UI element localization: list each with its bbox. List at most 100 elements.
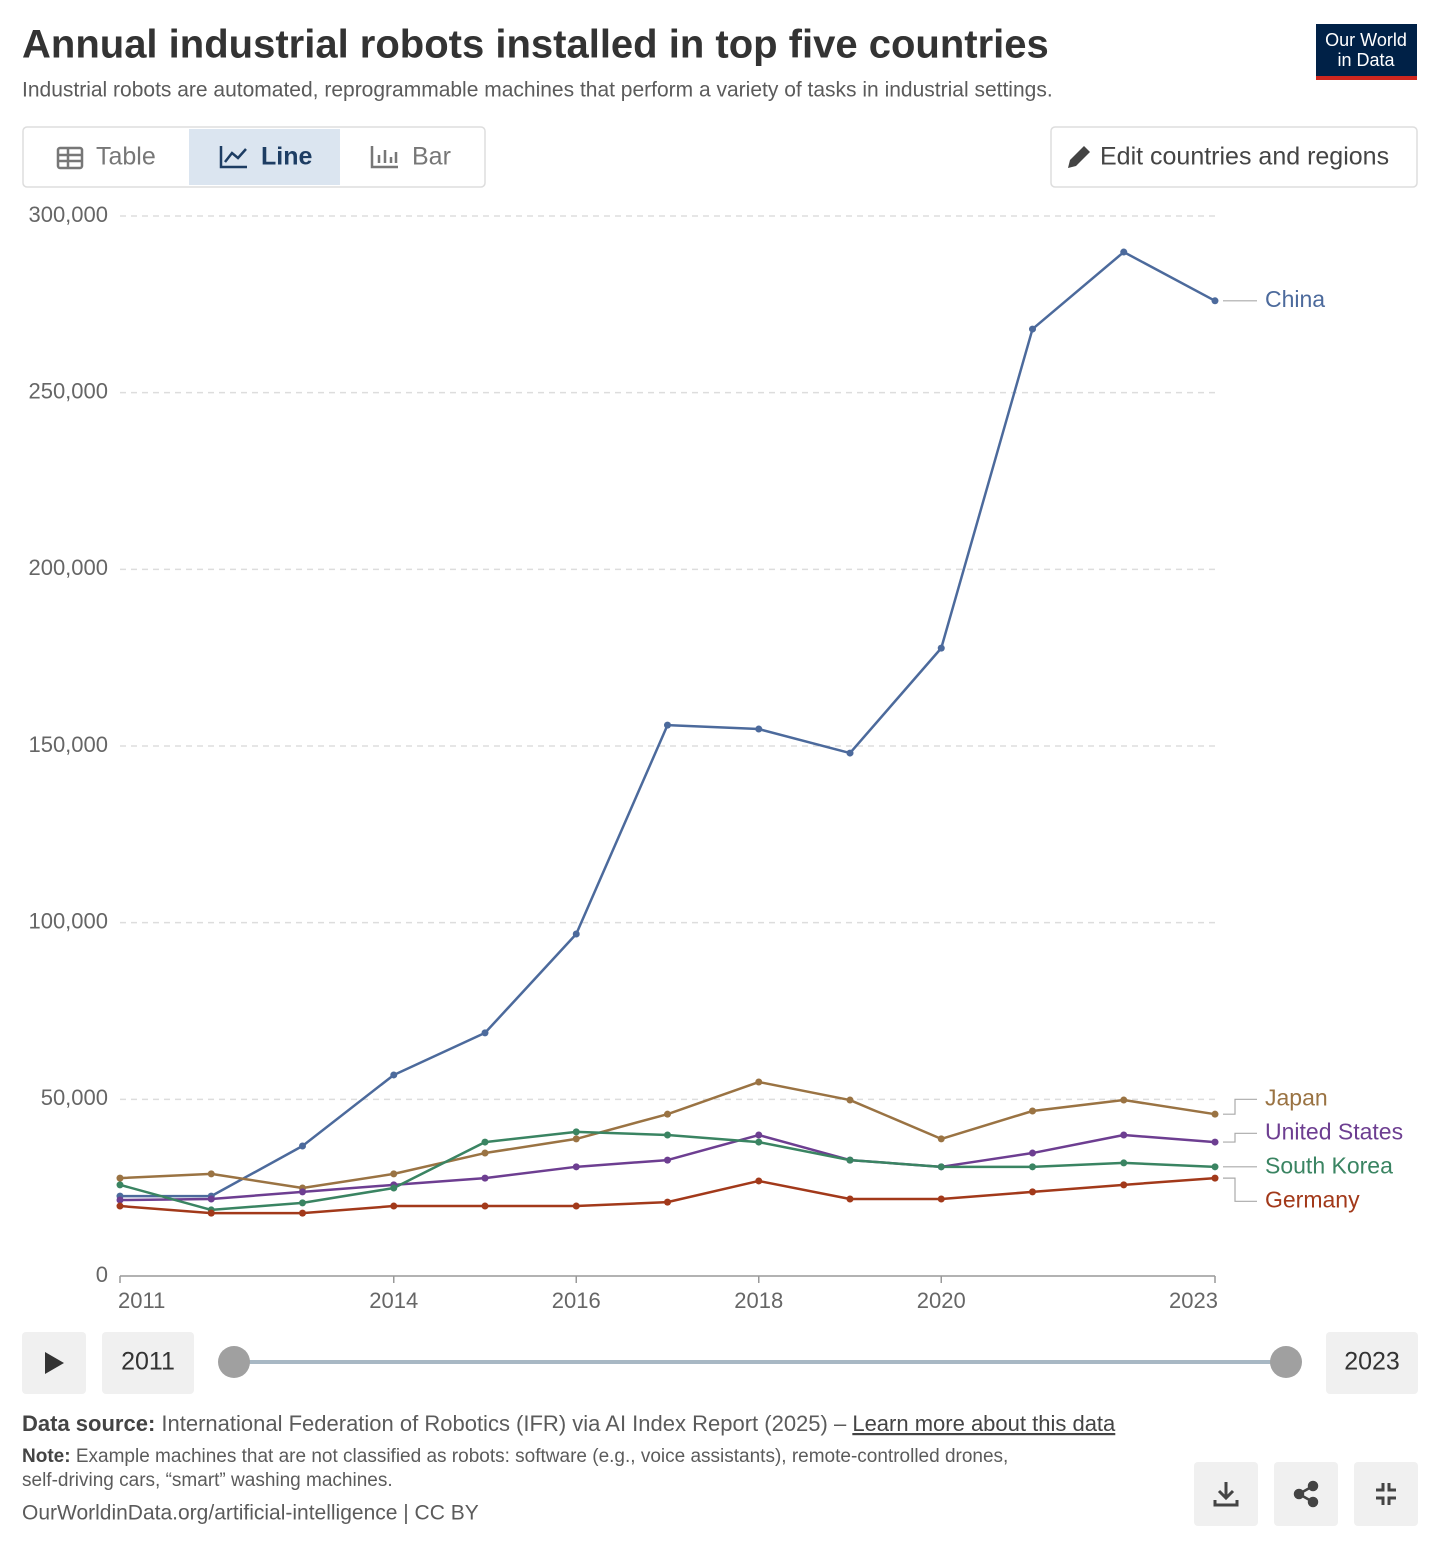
- line-icon: [219, 146, 247, 169]
- data-point: [207, 1209, 215, 1217]
- data-point: [755, 1138, 763, 1146]
- data-point: [299, 1142, 306, 1150]
- data-point: [937, 644, 945, 652]
- play-icon: [45, 1352, 64, 1374]
- note-line: Note: Example machines that are not clas…: [22, 1446, 1008, 1467]
- logo-text: in Data: [1337, 50, 1395, 70]
- end-year-box: [1326, 1332, 1418, 1394]
- exit-fullscreen-icon: [1376, 1483, 1396, 1505]
- slider-handle[interactable]: [1270, 1346, 1302, 1378]
- data-point: [937, 1163, 945, 1171]
- bar-icon: [370, 146, 398, 169]
- note-label: Note:: [22, 1446, 71, 1467]
- x-tick-label: 2023: [1169, 1288, 1218, 1313]
- data-point: [207, 1195, 215, 1203]
- timeline: 2011 2023: [22, 1332, 1418, 1394]
- data-point: [207, 1170, 215, 1178]
- data-point: [846, 1096, 854, 1104]
- data-point: [481, 1138, 489, 1146]
- data-point: [299, 1188, 306, 1196]
- data-point: [1029, 1188, 1036, 1196]
- data-point: [846, 749, 854, 757]
- data-point: [937, 1195, 945, 1203]
- data-point: [481, 1174, 489, 1182]
- series-label: China: [1265, 286, 1325, 312]
- data-point: [1029, 1107, 1036, 1115]
- data-point: [1211, 1174, 1219, 1182]
- label-connector: [1223, 1098, 1257, 1115]
- data-point: [481, 1149, 489, 1157]
- source-line: Data source: International Federation of…: [22, 1411, 1116, 1436]
- data-point: [481, 1202, 489, 1210]
- label-connector: [1223, 1132, 1257, 1143]
- y-tick-label: 50,000: [41, 1085, 108, 1110]
- start-year: 2011: [121, 1348, 175, 1376]
- series-label: South Korea: [1265, 1152, 1393, 1178]
- x-tick-label: 2014: [369, 1288, 418, 1313]
- label-connector: [1223, 1177, 1257, 1202]
- source-label: Data source:: [22, 1411, 155, 1436]
- data-point: [1029, 1163, 1036, 1171]
- tabs: Table Line Bar: [56, 129, 451, 185]
- data-point: [755, 1131, 763, 1139]
- start-year-box: [102, 1332, 194, 1394]
- series-line: [119, 1130, 1216, 1212]
- data-point: [390, 1202, 398, 1210]
- share-icon: [1293, 1480, 1319, 1508]
- plot: 0 50,000 100,000 150,000 200,000 250,000 300,0…: [28, 202, 1403, 1313]
- table-icon: [56, 146, 84, 170]
- logo-text: Our World: [1325, 30, 1407, 50]
- data-point: [572, 1135, 580, 1143]
- series-label: Germany: [1265, 1186, 1360, 1212]
- data-point: [572, 1202, 580, 1210]
- edit-button[interactable]: Edit countries and regions: [1050, 126, 1418, 188]
- slider-handle[interactable]: [218, 1346, 250, 1378]
- logo-strip: [1316, 76, 1417, 80]
- source-link[interactable]: Learn more about this data: [852, 1411, 1116, 1436]
- tab-label: Line: [261, 143, 312, 171]
- data-point: [1211, 1110, 1219, 1118]
- data-point: [1120, 1159, 1128, 1167]
- logo-box: [1316, 24, 1417, 76]
- data-point: [1029, 325, 1036, 333]
- note-text: Example machines that are not classified…: [76, 1446, 1008, 1467]
- data-point: [1120, 248, 1128, 256]
- data-point: [572, 930, 580, 938]
- logo[interactable]: Our World in Data: [1316, 24, 1417, 80]
- data-point: [572, 1128, 580, 1136]
- action-buttons: [1194, 1462, 1418, 1526]
- data-point: [390, 1170, 398, 1178]
- x-tick-label: 2016: [552, 1288, 601, 1313]
- data-point: [664, 1198, 671, 1206]
- tab-label: Table: [96, 143, 156, 171]
- y-tick-label: 300,000: [28, 202, 108, 227]
- y-tick-label: 0: [96, 1262, 108, 1287]
- data-point: [390, 1184, 398, 1192]
- y-tick-label: 200,000: [28, 555, 108, 580]
- y-tick-label: 150,000: [28, 732, 108, 757]
- y-tick-label: 100,000: [28, 908, 108, 933]
- edit-button-box: [1050, 126, 1418, 188]
- data-point: [1211, 297, 1219, 305]
- y-tick-label: 250,000: [28, 378, 108, 403]
- data-point: [664, 1110, 671, 1118]
- data-point: [116, 1181, 124, 1189]
- data-point: [1211, 1138, 1219, 1146]
- data-point: [755, 1177, 763, 1185]
- data-point: [1029, 1149, 1036, 1157]
- series-line: [119, 1176, 1216, 1215]
- data-point: [116, 1196, 124, 1204]
- x-tick-label: 2020: [917, 1288, 966, 1313]
- data-point: [755, 1078, 763, 1086]
- data-point: [937, 1135, 945, 1143]
- data-point: [846, 1156, 854, 1164]
- exit-fullscreen-button[interactable]: [1354, 1462, 1418, 1526]
- series-label: Japan: [1265, 1084, 1328, 1110]
- data-point: [1211, 1163, 1219, 1171]
- pencil-icon: [1068, 146, 1090, 168]
- data-point: [572, 1163, 580, 1171]
- share-button[interactable]: [1274, 1462, 1338, 1526]
- data-point: [299, 1209, 306, 1217]
- download-icon: [1213, 1482, 1239, 1507]
